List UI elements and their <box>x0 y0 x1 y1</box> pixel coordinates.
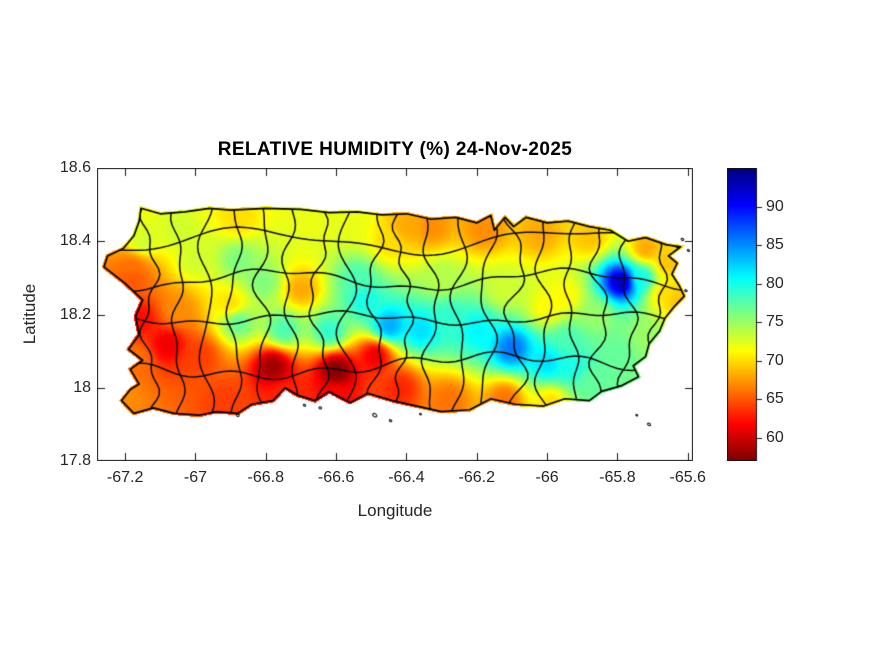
x-tick-label: -66 <box>535 469 559 486</box>
y-tick-label: 18.4 <box>59 232 91 250</box>
colorbar-tick-label: 90 <box>766 197 784 215</box>
y-tick-label: 18.6 <box>59 159 91 176</box>
y-tick-label: 17.8 <box>59 452 91 469</box>
x-axis-label: Longitude <box>357 501 433 520</box>
x-tick-label: -66.2 <box>458 469 495 486</box>
x-tick-label: -66.4 <box>388 469 425 486</box>
colorbar-tick-label: 85 <box>766 236 784 254</box>
x-tick-label: -67.2 <box>106 469 144 486</box>
plot-title: RELATIVE HUMIDITY (%) 24-Nov-2025 <box>217 139 573 160</box>
y-axis-label: Latitude <box>20 283 39 345</box>
x-tick-label: -66.8 <box>247 469 284 486</box>
colorbar-tick-label: 60 <box>766 428 784 446</box>
colorbar-tick-label: 75 <box>766 313 784 331</box>
colorbar-tick-label: 65 <box>766 390 784 408</box>
puerto-rico-humidity-map-canvas <box>97 168 693 461</box>
x-tick-label: -66.6 <box>317 469 355 486</box>
y-tick-label: 18.2 <box>59 305 91 323</box>
x-tick-label: -65.6 <box>669 469 706 486</box>
colorbar <box>727 168 765 461</box>
y-tick-label: 18 <box>73 378 91 396</box>
colorbar-tick-label: 70 <box>766 351 784 369</box>
x-tick-label: -65.8 <box>599 469 636 486</box>
colorbar-tick-label: 80 <box>766 274 784 292</box>
x-tick-label: -67 <box>183 469 208 486</box>
